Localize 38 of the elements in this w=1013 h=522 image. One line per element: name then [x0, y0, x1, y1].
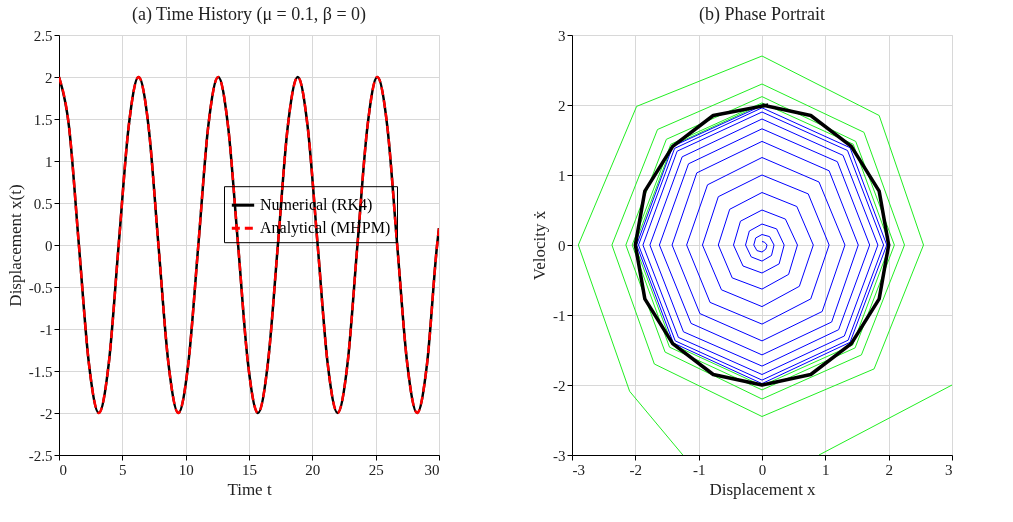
- y-tick-label: 3: [558, 27, 566, 44]
- chart-title: (a) Time History (μ = 0.1, β = 0): [131, 4, 367, 25]
- y-tick-label: 1: [558, 167, 566, 184]
- y-tick-label: -1: [553, 307, 566, 324]
- chart-title: (b) Phase Portrait: [699, 4, 825, 25]
- y-tick-label: 2: [45, 69, 53, 86]
- y-tick-label: 2: [558, 97, 566, 114]
- y-tick-label: 0: [558, 237, 566, 254]
- y-tick-label: -0.5: [28, 279, 53, 296]
- y-tick-label: -2.5: [28, 447, 53, 464]
- y-tick-label: -2: [553, 377, 566, 394]
- x-tick-label: 10: [178, 461, 194, 478]
- x-tick-label: 20: [305, 461, 321, 478]
- x-tick-label: -3: [572, 461, 585, 478]
- y-tick-label: -1: [40, 321, 53, 338]
- y-axis-title: Velocity ẋ: [530, 210, 549, 281]
- x-tick-label: 1: [822, 461, 830, 478]
- y-tick-label: 0.5: [33, 195, 53, 212]
- y-tick-label: 0: [45, 237, 53, 254]
- x-tick-label: -1: [692, 461, 706, 478]
- x-tick-label: 25: [368, 461, 384, 478]
- x-tick-label: 2: [885, 461, 893, 478]
- y-tick-label: 1: [45, 153, 53, 170]
- x-tick-label: 5: [119, 461, 127, 478]
- x-axis-title: Time t: [227, 479, 272, 499]
- y-tick-label: -2: [40, 405, 53, 422]
- y-axis-title: Displacement x(t): [5, 184, 25, 307]
- y-tick-label: 2.5: [33, 27, 53, 44]
- x-tick-label: 0: [59, 461, 67, 478]
- x-tick-label: 15: [242, 461, 257, 478]
- y-tick-label: -3: [553, 447, 566, 464]
- y-tick-label: -1.5: [28, 363, 53, 380]
- x-tick-label: 3: [945, 461, 953, 478]
- y-tick-label: 1.5: [33, 111, 53, 128]
- x-tick-label: -2: [629, 461, 643, 478]
- x-axis-title: Displacement x: [709, 479, 817, 499]
- x-tick-label: 30: [424, 461, 440, 478]
- x-tick-label: 0: [758, 461, 767, 478]
